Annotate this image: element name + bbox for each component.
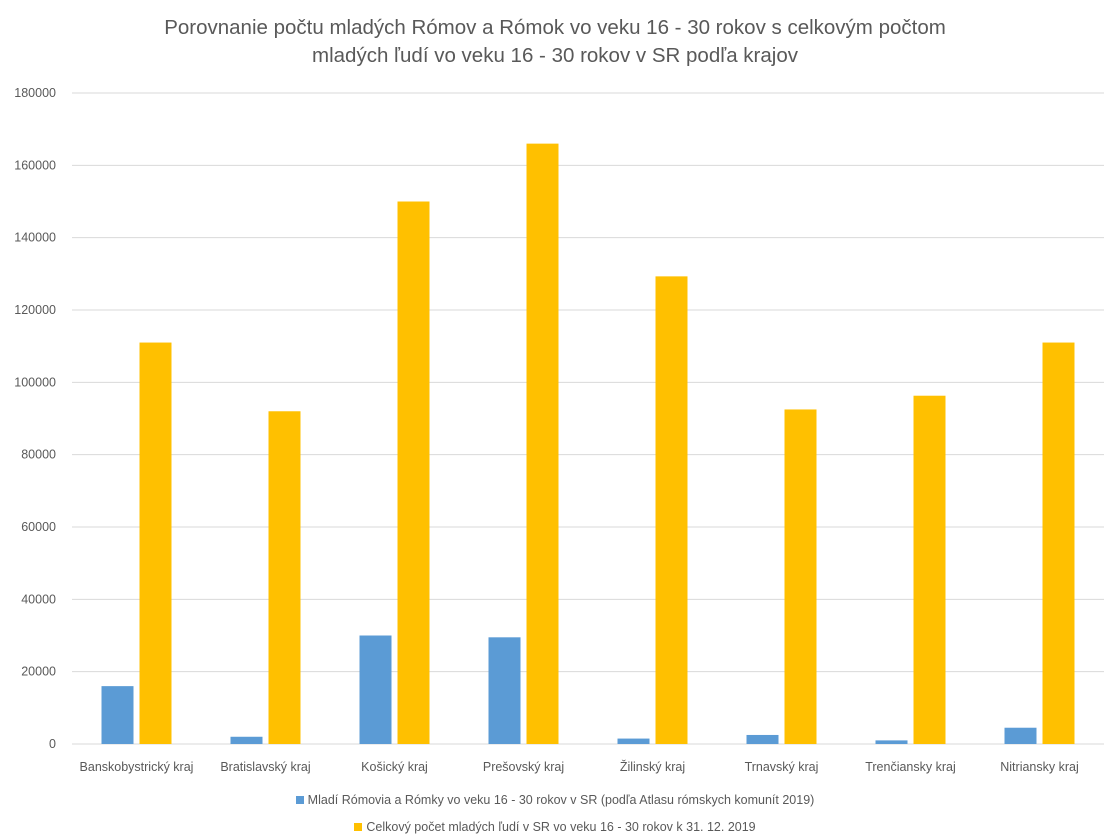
chart-title-line-1: Porovnanie počtu mladých Rómov a Rómok v… — [164, 16, 946, 39]
x-tick-label-8: Nitriansky kraj — [1000, 760, 1079, 774]
y-tick-label-100000: 100000 — [14, 375, 56, 389]
bar-series-2-8 — [1042, 342, 1075, 744]
bar-series-1-6 — [746, 734, 779, 744]
bar-series-2-6 — [784, 409, 817, 744]
bar-series-1-5 — [617, 738, 650, 744]
y-tick-label-0: 0 — [49, 737, 56, 751]
y-tick-label-20000: 20000 — [21, 665, 56, 679]
y-tick-label-160000: 160000 — [14, 158, 56, 172]
chart-title-line-2: mladých ľudí vo veku 16 - 30 rokov v SR … — [312, 44, 798, 67]
x-tick-label-6: Trnavský kraj — [745, 760, 819, 774]
x-tick-label-5: Žilinský kraj — [620, 759, 685, 774]
y-tick-label-40000: 40000 — [21, 592, 56, 606]
y-tick-label-140000: 140000 — [14, 231, 56, 245]
bar-series-1-3 — [359, 635, 392, 744]
legend-label-series-2: Celkový počet mladých ľudí v SR vo veku … — [366, 820, 756, 834]
bar-series-2-1 — [139, 342, 172, 744]
y-tick-label-60000: 60000 — [21, 520, 56, 534]
x-tick-label-3: Košický kraj — [361, 760, 428, 774]
bar-series-2-7 — [913, 395, 946, 744]
legend-swatch-series-2 — [354, 823, 363, 831]
x-tick-label-2: Bratislavský kraj — [220, 760, 310, 774]
legend-item-series-1: Mladí Rómovia a Rómky vo veku 16 - 30 ro… — [0, 793, 1110, 807]
bar-series-1-7 — [875, 740, 908, 744]
bar-series-1-4 — [488, 637, 521, 744]
legend-label-series-1: Mladí Rómovia a Rómky vo veku 16 - 30 ro… — [307, 793, 815, 807]
bar-series-2-4 — [526, 143, 559, 745]
chart-title: Porovnanie počtu mladých Rómov a Rómok v… — [0, 14, 1110, 70]
bar-series-2-3 — [397, 201, 430, 744]
bar-series-2-5 — [655, 276, 688, 744]
legend-swatch-series-1 — [295, 796, 304, 804]
x-tick-label-7: Trenčiansky kraj — [865, 760, 956, 774]
x-tick-label-1: Banskobystrický kraj — [80, 760, 194, 774]
legend-item-series-2: Celkový počet mladých ľudí v SR vo veku … — [0, 820, 1110, 834]
bar-series-1-8 — [1004, 727, 1037, 744]
y-tick-label-120000: 120000 — [14, 303, 56, 317]
x-tick-label-4: Prešovský kraj — [483, 760, 564, 774]
bar-series-2-2 — [268, 411, 301, 744]
y-tick-label-180000: 180000 — [14, 86, 56, 100]
bar-series-1-1 — [101, 686, 134, 744]
y-tick-label-80000: 80000 — [21, 448, 56, 462]
bar-series-1-2 — [230, 736, 263, 744]
